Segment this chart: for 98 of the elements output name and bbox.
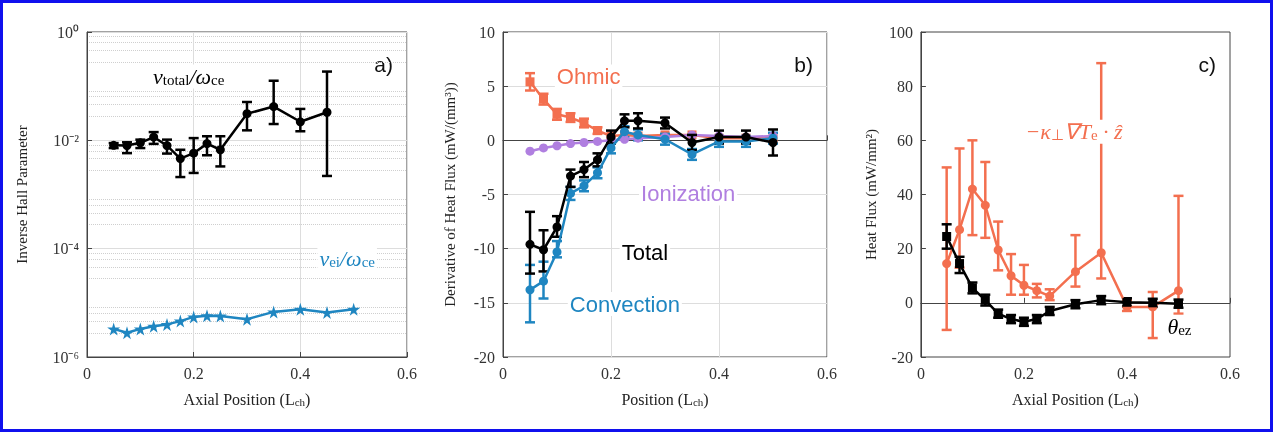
y-tick-label: -10 [473,240,495,258]
point [566,139,575,149]
point [579,138,589,147]
y-tick-label: 20 [896,240,913,258]
point [552,141,562,151]
series-label: θez [1167,314,1192,340]
series-label: Ohmic [556,64,621,89]
x-axis-title: Position (Lch) [621,390,709,409]
annotation: b) [794,53,814,76]
point [295,117,305,127]
x-tick-label: 0 [916,364,925,382]
y-axis-title: Inverse Hall Parameter [13,125,30,264]
point [1019,280,1029,290]
point [552,222,562,232]
point [942,259,952,269]
x-tick-label: 0.6 [817,364,837,382]
x-tick-label: 0.6 [1220,364,1240,382]
point [980,200,990,210]
point [120,326,134,340]
point [187,310,201,324]
x-tick-label: 0 [499,364,507,382]
x-axis-title: Axial Position (Lch) [183,390,311,409]
y-axis-title: Heat Flux (mW/mm²) [862,128,880,261]
y-tick-label: -15 [473,294,495,312]
point [942,231,952,241]
point [768,138,778,147]
point [213,309,227,323]
point [539,143,548,153]
y-tick-label: -5 [481,186,495,203]
y-tick-label: 40 [896,186,913,203]
point [149,132,159,142]
y-tick-label: 10 [479,23,495,41]
y-tick-label: 5 [487,77,495,95]
x-tick-label: 0.2 [601,364,621,382]
point [240,312,254,326]
series-label: Convection [569,291,680,317]
annotation: a) [374,53,394,76]
point [525,285,535,295]
x-tick-label: 0.6 [397,364,417,382]
x-tick-label: 0.2 [183,364,204,382]
x-axis-title: Axial Position (Lch) [1012,390,1139,409]
point [552,247,562,257]
point [215,145,225,155]
series-label: Ionization [641,181,736,206]
point [1070,267,1080,277]
y-axis-title: Derivative of Heat Flux (mW/(mm³)) [441,82,459,307]
y-tick-label: 0 [904,294,913,312]
point [687,138,697,147]
point [593,136,602,146]
y-tick-label: -20 [891,348,913,366]
point [1096,248,1106,258]
y-tick-label: 10⁰ [57,23,79,41]
y-tick-label: -20 [473,348,495,366]
y-tick-label: 0 [487,131,495,149]
y-tick-label: 10⁻⁴ [52,240,80,258]
point [525,146,535,156]
series-label: νei/ωce [319,246,376,271]
point [267,305,281,319]
y-tick-label: 10⁻⁶ [52,348,79,366]
point [539,276,548,286]
point [967,184,977,194]
point [525,239,535,249]
point [173,314,187,328]
point [269,102,279,112]
x-tick-label: 0.4 [709,364,729,382]
x-tick-label: 0.2 [1013,364,1034,382]
text: Total [621,239,669,265]
point [566,171,575,181]
series-label: νtotal/ωce [153,64,225,89]
point [189,148,199,158]
point [1006,271,1016,281]
point [347,302,361,316]
point [107,322,121,336]
y-tick-label: 100 [888,23,913,41]
point [160,317,174,331]
annotation: c) [1198,53,1217,76]
point [133,322,147,336]
point [993,245,1003,255]
x-tick-label: 0.4 [290,364,311,382]
point [322,107,332,117]
x-tick-label: 0.4 [1116,364,1137,382]
point [293,302,307,316]
y-tick-label: 80 [896,77,913,95]
point [147,319,161,333]
x-tick-label: 0 [83,364,91,382]
y-tick-label: 10⁻² [53,131,80,149]
point [175,154,185,164]
text: −κ⊥∇Te · ẑ [1025,119,1124,145]
point [620,134,629,144]
point [525,77,535,87]
point [242,109,252,119]
point [955,259,965,269]
point [1173,286,1183,296]
point [200,309,214,323]
point [539,245,548,255]
point [202,139,212,149]
point [955,225,965,235]
y-tick-label: 60 [896,131,913,149]
